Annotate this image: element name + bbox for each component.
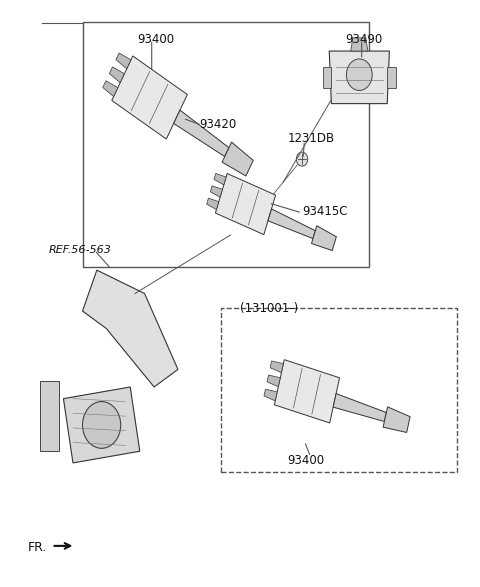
- Circle shape: [83, 402, 120, 448]
- Polygon shape: [109, 67, 124, 83]
- Polygon shape: [312, 226, 336, 251]
- Polygon shape: [267, 375, 280, 387]
- Text: FR.: FR.: [28, 541, 47, 554]
- Text: 93490: 93490: [345, 33, 382, 46]
- Polygon shape: [323, 67, 331, 88]
- Bar: [83, 22, 369, 267]
- Polygon shape: [268, 209, 315, 238]
- Polygon shape: [112, 56, 187, 139]
- Text: REF.56-563: REF.56-563: [49, 245, 112, 255]
- Polygon shape: [83, 270, 178, 387]
- Polygon shape: [174, 110, 229, 157]
- Polygon shape: [387, 67, 396, 88]
- Polygon shape: [351, 38, 368, 51]
- Circle shape: [347, 59, 372, 90]
- Polygon shape: [63, 387, 140, 463]
- Polygon shape: [210, 186, 222, 197]
- Text: 93400: 93400: [137, 33, 175, 46]
- Bar: [221, 308, 457, 472]
- Polygon shape: [270, 361, 283, 373]
- Polygon shape: [383, 407, 410, 433]
- Text: 93420: 93420: [199, 117, 237, 130]
- Polygon shape: [214, 174, 226, 185]
- Text: 1231DB: 1231DB: [288, 132, 335, 145]
- Text: 93400: 93400: [288, 454, 325, 467]
- Polygon shape: [216, 174, 276, 235]
- Polygon shape: [333, 394, 386, 421]
- Text: 93415C: 93415C: [302, 205, 348, 218]
- Polygon shape: [207, 198, 219, 210]
- Polygon shape: [116, 53, 131, 69]
- Polygon shape: [264, 389, 277, 401]
- Polygon shape: [39, 381, 59, 451]
- Polygon shape: [103, 81, 118, 97]
- Circle shape: [296, 152, 308, 166]
- Polygon shape: [329, 51, 389, 104]
- Polygon shape: [222, 142, 253, 176]
- Polygon shape: [275, 360, 339, 423]
- Text: (131001-): (131001-): [240, 302, 298, 315]
